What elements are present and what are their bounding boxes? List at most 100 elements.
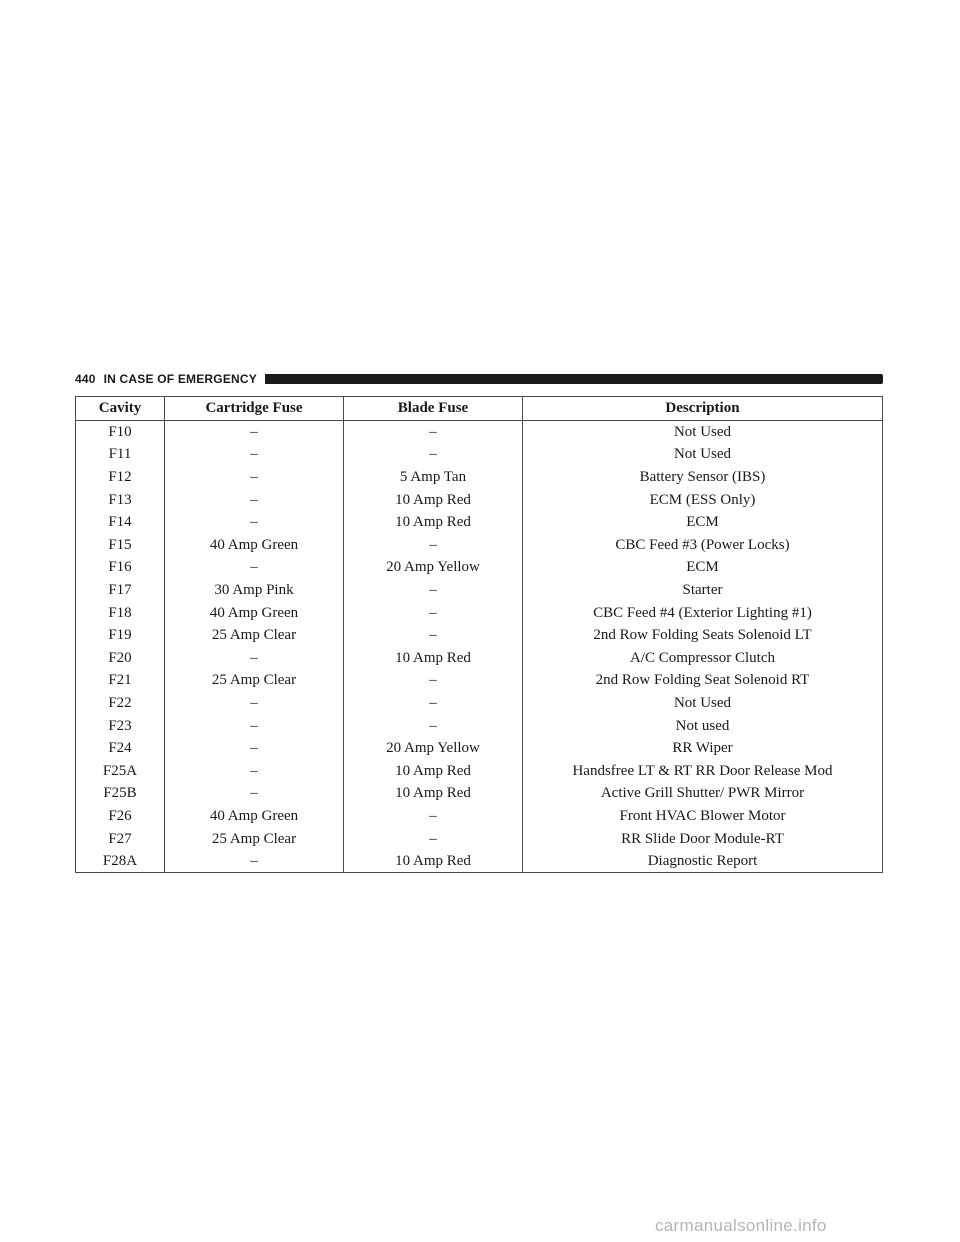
description-cell: Diagnostic Report	[522, 849, 883, 874]
cartridge-fuse-cell: –	[164, 646, 344, 670]
description-cell: RR Wiper	[522, 736, 883, 760]
blade-fuse-cell: –	[343, 443, 523, 466]
cartridge-fuse-cell: 40 Amp Green	[164, 533, 344, 557]
cavity-cell: F27	[75, 827, 165, 850]
table-row: F23– – Not used	[75, 714, 883, 737]
table-row: F21 25 Amp Clear –2nd Row Folding Seat Sol…	[75, 669, 883, 692]
table-row: F15 40 Amp Green – CBC Feed #3 (Power Locks…	[75, 533, 883, 557]
cartridge-fuse-cell: 25 Amp Clear	[164, 669, 344, 692]
description-cell: Active Grill Shutter/ PWR Mirror	[522, 782, 883, 805]
blade-fuse-cell: –	[343, 601, 523, 624]
column-header-cartridge-fuse: Cartridge Fuse	[164, 396, 344, 421]
cavity-cell: F21	[75, 669, 165, 692]
table-row: F10– – Not Used	[75, 420, 883, 444]
cartridge-fuse-cell: 40 Amp Green	[164, 601, 344, 624]
cartridge-fuse-cell: –	[164, 443, 344, 466]
cartridge-fuse-cell: 40 Amp Green	[164, 804, 344, 828]
table-body: F10– – Not Used F11– – Not Used F12–5 Amp Tan B…	[75, 420, 883, 874]
description-cell: ECM	[522, 556, 883, 579]
cavity-cell: F11	[75, 443, 165, 466]
cavity-cell: F17	[75, 578, 165, 602]
column-header-cavity: Cavity	[75, 396, 165, 421]
cavity-cell: F22	[75, 691, 165, 715]
cavity-cell: F19	[75, 623, 165, 647]
blade-fuse-cell: 10 Amp Red	[343, 510, 523, 534]
description-cell: A/C Compressor Clutch	[522, 646, 883, 670]
table-row: F25A –10 Amp Red Handsfree LT & RT RR Door…	[75, 759, 883, 783]
cavity-cell: F23	[75, 714, 165, 737]
description-cell: Starter	[522, 578, 883, 602]
cartridge-fuse-cell: –	[164, 759, 344, 783]
description-cell: Handsfree LT & RT RR Door Release Mod	[522, 759, 883, 783]
header-rule	[264, 373, 883, 384]
description-cell: Not Used	[522, 691, 883, 715]
description-cell: ECM	[522, 510, 883, 534]
blade-fuse-cell: –	[343, 533, 523, 557]
column-header-blade-fuse: Blade Fuse	[343, 396, 523, 421]
table-row: F26 40 Amp Green – Front HVAC Blower Motor	[75, 804, 883, 828]
blade-fuse-cell: –	[343, 691, 523, 715]
cartridge-fuse-cell: –	[164, 782, 344, 805]
blade-fuse-cell: –	[343, 420, 523, 444]
cartridge-fuse-cell: –	[164, 736, 344, 760]
description-cell: Battery Sensor (IBS)	[522, 465, 883, 489]
table-row: F13–10 Amp Red ECM (ESS Only)	[75, 488, 883, 511]
description-cell: RR Slide Door Module-RT	[522, 827, 883, 850]
table-row: F25B –10 Amp Red Active Grill Shutter/ PWR…	[75, 782, 883, 805]
cartridge-fuse-cell: –	[164, 488, 344, 511]
table-header-row: Cavity Cartridge Fuse Blade Fuse Descrip…	[75, 396, 883, 421]
description-cell: CBC Feed #3 (Power Locks)	[522, 533, 883, 557]
table-row: F14–10 Amp Red ECM	[75, 510, 883, 534]
cartridge-fuse-cell: –	[164, 849, 344, 874]
cavity-cell: F28A	[75, 849, 165, 874]
blade-fuse-cell: –	[343, 714, 523, 737]
blade-fuse-cell: 10 Amp Red	[343, 782, 523, 805]
blade-fuse-cell: 5 Amp Tan	[343, 465, 523, 489]
blade-fuse-cell: –	[343, 827, 523, 850]
cartridge-fuse-cell: –	[164, 465, 344, 489]
cavity-cell: F10	[75, 420, 165, 444]
blade-fuse-cell: –	[343, 623, 523, 647]
cavity-cell: F13	[75, 488, 165, 511]
cartridge-fuse-cell: 25 Amp Clear	[164, 827, 344, 850]
cartridge-fuse-cell: –	[164, 714, 344, 737]
column-header-description: Description	[522, 396, 883, 421]
table-row: F17 30 Amp Pink – Starter	[75, 578, 883, 602]
cavity-cell: F25A	[75, 759, 165, 783]
description-cell: Not Used	[522, 443, 883, 466]
cavity-cell: F25B	[75, 782, 165, 805]
table-row: F16–20 Amp Yellow ECM	[75, 556, 883, 579]
description-cell: Front HVAC Blower Motor	[522, 804, 883, 828]
table-row: F24–20 Amp Yellow RR Wiper	[75, 736, 883, 760]
blade-fuse-cell: 10 Amp Red	[343, 646, 523, 670]
watermark: carmanualsonline.info	[655, 1216, 827, 1235]
table-row: F12–5 Amp Tan Battery Sensor (IBS)	[75, 465, 883, 489]
cavity-cell: F16	[75, 556, 165, 579]
description-cell: 2nd Row Folding Seats Solenoid LT	[522, 623, 883, 647]
page-number: 440	[75, 371, 96, 386]
table-row: F18 40 Amp Green – CBC Feed #4 (Exterior Li…	[75, 601, 883, 624]
description-cell: Not Used	[522, 420, 883, 444]
blade-fuse-cell: 20 Amp Yellow	[343, 736, 523, 760]
description-cell: CBC Feed #4 (Exterior Lighting #1)	[522, 601, 883, 624]
cavity-cell: F20	[75, 646, 165, 670]
cavity-cell: F12	[75, 465, 165, 489]
description-cell: Not used	[522, 714, 883, 737]
blade-fuse-cell: 10 Amp Red	[343, 488, 523, 511]
table-row: F11– – Not Used	[75, 443, 883, 466]
cavity-cell: F24	[75, 736, 165, 760]
cartridge-fuse-cell: –	[164, 691, 344, 715]
table-row: F28A –10 Amp Red Diagnostic Report	[75, 849, 883, 874]
fuse-table: Cavity Cartridge Fuse Blade Fuse Descrip…	[75, 396, 883, 874]
table-row: F19 25 Amp Clear –2nd Row Folding Seats So…	[75, 623, 883, 647]
cavity-cell: F26	[75, 804, 165, 828]
page-header: 440 IN CASE OF EMERGENCY	[75, 371, 883, 386]
table-row: F27 25 Amp Clear – RR Slide Door Module-RT	[75, 827, 883, 850]
blade-fuse-cell: –	[343, 804, 523, 828]
blade-fuse-cell: 10 Amp Red	[343, 759, 523, 783]
description-cell: 2nd Row Folding Seat Solenoid RT	[522, 669, 883, 692]
cavity-cell: F14	[75, 510, 165, 534]
cartridge-fuse-cell: –	[164, 556, 344, 579]
blade-fuse-cell: –	[343, 669, 523, 692]
table-row: F22– – Not Used	[75, 691, 883, 715]
